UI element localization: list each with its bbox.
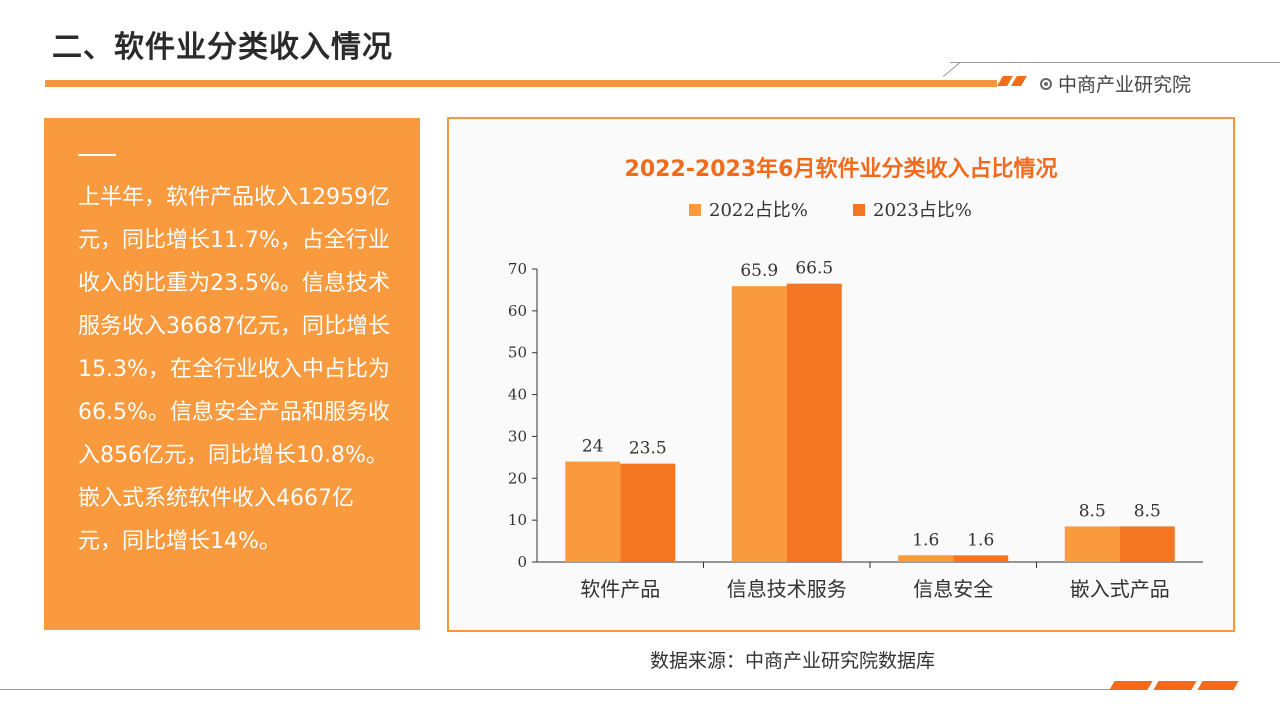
bar-chart: 2022-2023年6月软件业分类收入占比情况 2022占比% 2023占比% 0 10… (508, 156, 1203, 601)
legend-swatch (853, 204, 865, 216)
legend-label: 2022占比% (709, 200, 808, 221)
brand-logo-icon (1040, 77, 1052, 90)
y-tick-label: 50 (508, 344, 527, 362)
y-tick-label: 20 (508, 469, 527, 487)
data-label: 1.6 (912, 530, 939, 550)
chart-title: 2022-2023年6月软件业分类收入占比情况 (625, 156, 1058, 182)
bar (565, 461, 621, 562)
bar (1119, 526, 1175, 562)
footer-stripe (1197, 681, 1239, 690)
data-label: 23.5 (629, 439, 667, 459)
header-stripe (1011, 76, 1027, 86)
header-divider-slant (942, 62, 961, 78)
summary-panel: 上半年，软件产品收入12959亿元，同比增长11.7%，占全行业收入的比重为23… (44, 118, 420, 630)
bar (620, 463, 676, 562)
data-source: 数据来源：中商产业研究院数据库 (650, 650, 936, 672)
bar (731, 286, 787, 562)
footer-stripe (1109, 681, 1153, 690)
y-tick-label: 60 (508, 302, 527, 320)
y-tick-label: 0 (517, 553, 527, 571)
bar (1064, 526, 1120, 562)
brand-name: 中商产业研究院 (1058, 74, 1192, 96)
brand: 中商产业研究院 (1040, 70, 1191, 97)
y-tick-label: 10 (508, 511, 527, 529)
data-label: 24 (582, 437, 604, 457)
legend-label: 2023占比% (873, 200, 972, 221)
x-tick-label: 软件产品 (580, 577, 660, 601)
x-tick-label: 信息安全 (913, 577, 993, 601)
data-label: 65.9 (740, 261, 778, 281)
legend-swatch (689, 204, 701, 216)
bar (898, 555, 954, 562)
page-title: 二、软件业分类收入情况 (52, 30, 393, 65)
title-underline (45, 80, 997, 87)
chart-container: 2022-2023年6月软件业分类收入占比情况 2022占比% 2023占比% 0 10… (447, 117, 1235, 632)
y-tick-label: 70 (508, 260, 527, 278)
data-label: 8.5 (1134, 501, 1161, 521)
x-tick-label: 信息技术服务 (727, 577, 847, 601)
footer-stripe (1153, 681, 1197, 690)
summary-rule (78, 154, 116, 156)
data-label: 8.5 (1079, 501, 1106, 521)
summary-text: 上半年，软件产品收入12959亿元，同比增长11.7%，占全行业收入的比重为23… (78, 185, 390, 554)
data-label: 1.6 (967, 530, 994, 550)
header-divider (950, 62, 1280, 63)
y-tick-label: 40 (508, 386, 527, 404)
bar (786, 283, 842, 562)
y-tick-label: 30 (508, 427, 527, 445)
footer-divider (0, 689, 1130, 690)
bar (953, 555, 1009, 562)
data-label: 66.5 (795, 259, 833, 279)
x-tick-label: 嵌入式产品 (1070, 577, 1170, 601)
